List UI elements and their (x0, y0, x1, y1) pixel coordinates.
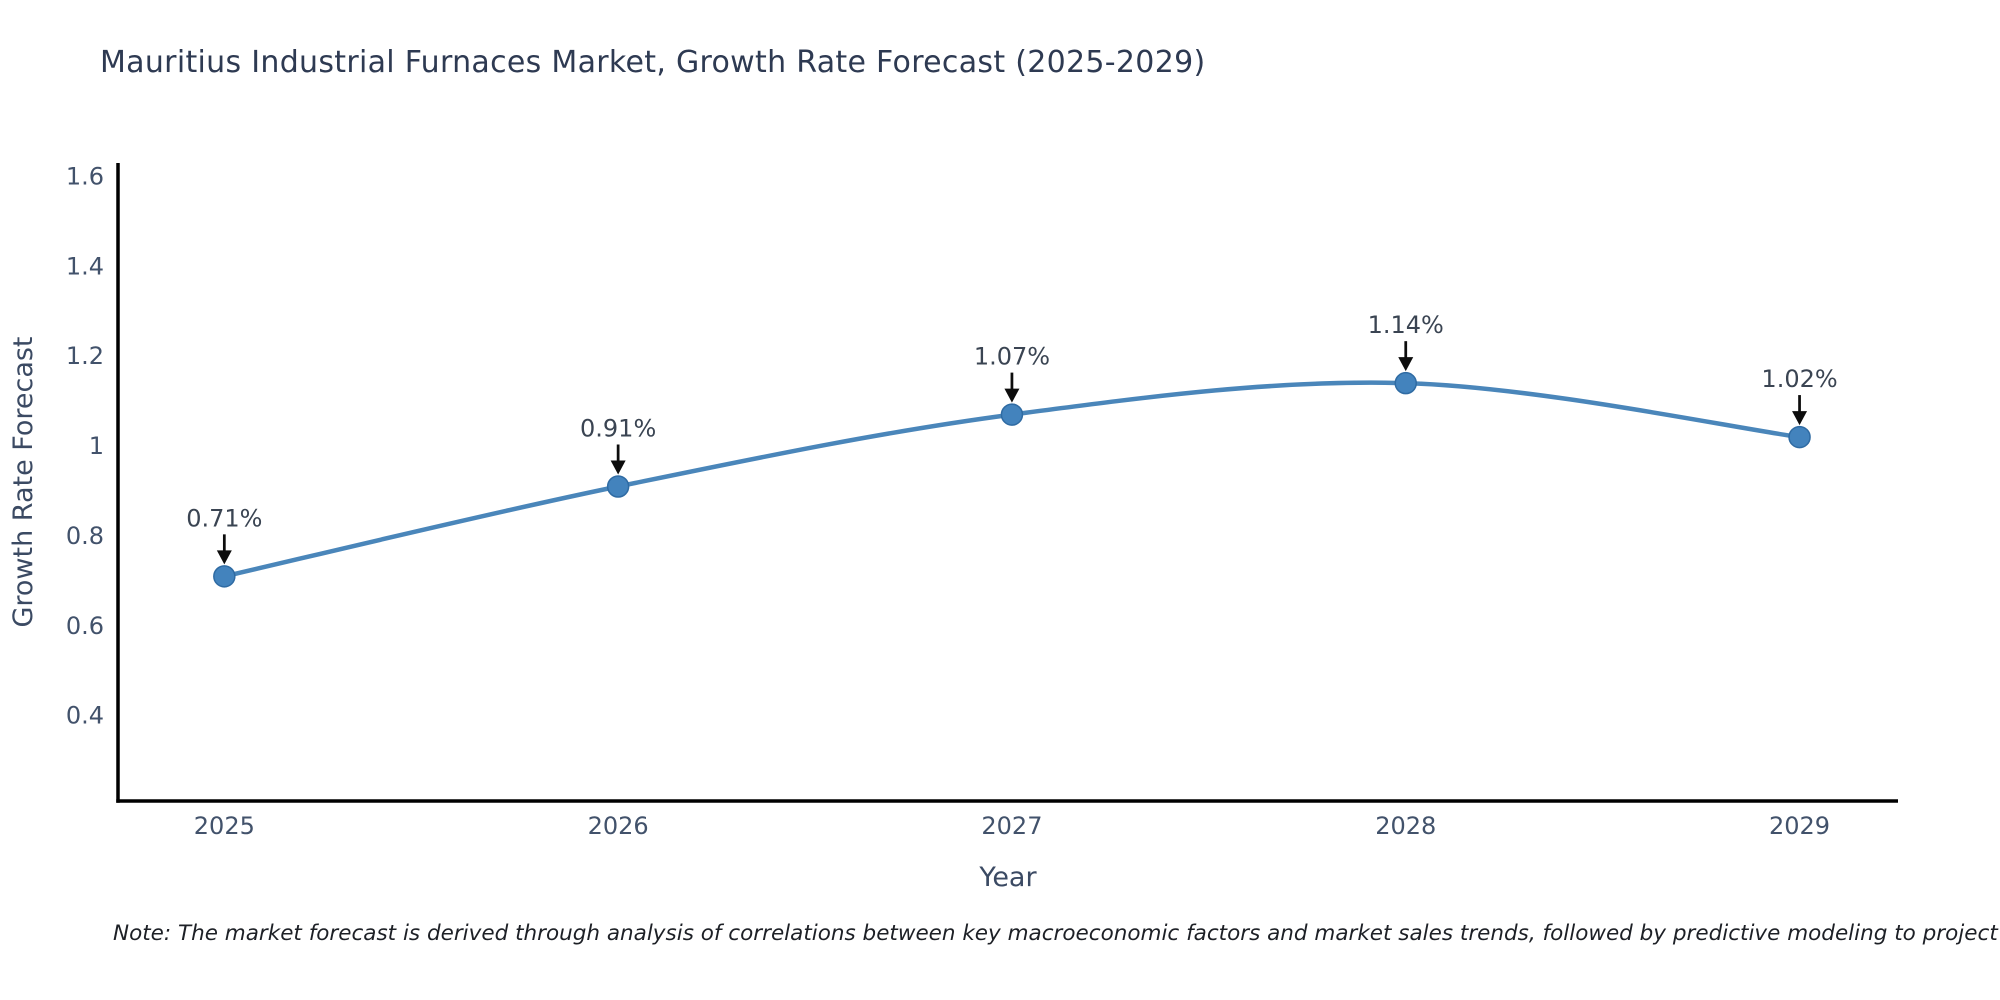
point-annotation-label: 0.91% (580, 414, 656, 442)
plot-area: 0.4 0.6 0.8 1 1.2 1.4 1.6 2025 2026 2027 2028 2029 0… (66, 162, 1898, 840)
data-point-marker (1788, 425, 1811, 449)
x-tick-label: 2029 (1769, 812, 1830, 840)
point-annotation-label: 0.71% (186, 504, 262, 532)
annotation-arrowhead (1004, 388, 1020, 403)
data-point-marker (1000, 403, 1024, 426)
x-tick-label: 2025 (194, 812, 255, 840)
x-tick-label: 2028 (1375, 812, 1436, 840)
point-annotation-label: 1.02% (1761, 365, 1837, 393)
data-point-marker (1394, 371, 1417, 395)
x-tick-label: 2027 (981, 812, 1042, 840)
footnote: Note: The market forecast is derived thr… (113, 921, 2000, 946)
data-point-marker (606, 475, 630, 498)
x-tick-label: 2026 (588, 812, 649, 840)
x-axis-title: Year (978, 862, 1037, 893)
y-axis-title: Growth Rate Forecast (8, 336, 39, 627)
annotation-arrowhead (216, 550, 232, 565)
y-tick-label: 1.2 (66, 342, 104, 370)
y-tick-label: 1.6 (66, 162, 104, 190)
y-tick-label: 1.4 (66, 252, 104, 280)
chart-title: Mauritius Industrial Furnaces Market, Gr… (100, 45, 1206, 80)
y-tick-label: 0.8 (66, 522, 104, 550)
y-tick-label: 1 (89, 432, 104, 460)
annotation-arrowhead (610, 460, 626, 475)
y-tick-label: 0.4 (66, 702, 104, 730)
point-annotation-label: 1.07% (974, 343, 1050, 371)
data-point-marker (213, 565, 236, 588)
y-tick-label: 0.6 (66, 612, 104, 640)
annotation-arrowhead (1792, 411, 1808, 426)
annotation-arrowhead (1398, 357, 1414, 372)
point-annotation-label: 1.14% (1368, 311, 1444, 339)
